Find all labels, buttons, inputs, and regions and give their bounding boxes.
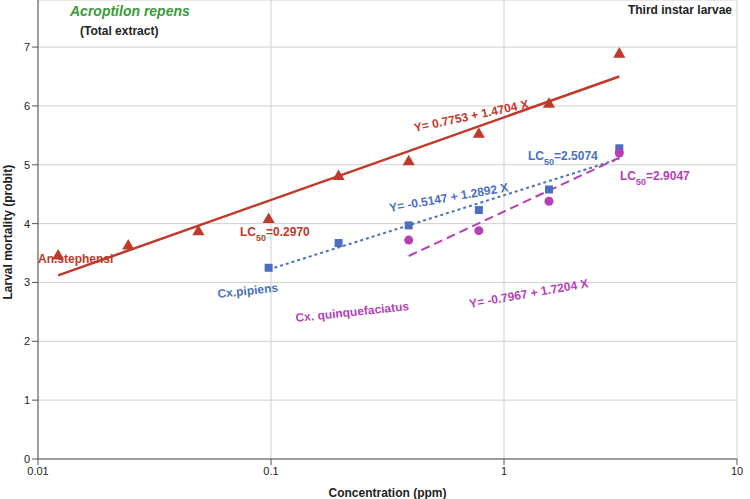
svg-text:4: 4 [24, 218, 30, 230]
svg-text:Larval mortality (probit): Larval mortality (probit) [8, 165, 15, 300]
svg-text:Acroptilon repens: Acroptilon repens [69, 3, 190, 19]
svg-text:(Total extract): (Total extract) [80, 24, 158, 38]
svg-text:0.1: 0.1 [263, 465, 278, 477]
svg-text:Concentration (ppm): Concentration (ppm) [329, 486, 447, 499]
svg-text:Third instar larvae: Third instar larvae [628, 3, 732, 17]
svg-text:0.01: 0.01 [27, 465, 48, 477]
svg-text:LC50=2.9047: LC50=2.9047 [620, 169, 690, 187]
svg-text:5: 5 [24, 159, 30, 171]
svg-text:Cx.pipiens: Cx.pipiens [217, 281, 279, 301]
svg-text:Y= -0.5147 + 1.2892 X: Y= -0.5147 + 1.2892 X [388, 180, 509, 215]
svg-text:Y= -0.7967 + 1.7204 X: Y= -0.7967 + 1.7204 X [468, 276, 589, 311]
svg-text:6: 6 [24, 100, 30, 112]
svg-text:1: 1 [24, 394, 30, 406]
svg-text:1: 1 [501, 465, 507, 477]
svg-text:An.stephensi: An.stephensi [38, 252, 113, 266]
svg-text:2: 2 [24, 335, 30, 347]
svg-text:Y= 0.7753 + 1.4704 X: Y= 0.7753 + 1.4704 X [413, 97, 530, 135]
svg-text:LC50=2.5074: LC50=2.5074 [528, 149, 598, 167]
svg-text:LC50=0.2970: LC50=0.2970 [240, 225, 310, 243]
svg-text:Cx. quinquefaciatus: Cx. quinquefaciatus [295, 299, 410, 325]
svg-text:0: 0 [24, 453, 30, 465]
svg-text:3: 3 [24, 276, 30, 288]
svg-text:10: 10 [731, 465, 742, 477]
svg-text:7: 7 [24, 41, 30, 53]
